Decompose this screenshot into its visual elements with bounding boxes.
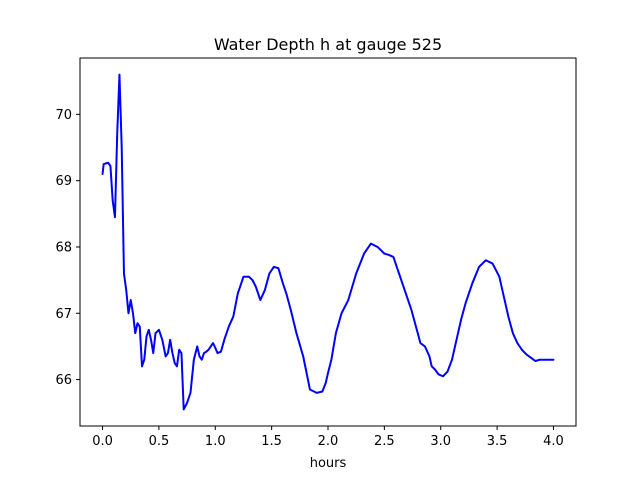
x-tick-label: 4.0 [543,434,564,449]
series-line-0 [101,73,555,411]
y-tick-label: 66 [55,373,72,388]
x-tick-label: 1.0 [205,434,226,449]
x-tick-label: 0.0 [92,434,113,449]
y-tick-label: 70 [55,108,72,123]
y-tick-label: 67 [55,307,72,322]
x-axis-label: hours [310,456,347,471]
y-tick-label: 69 [55,174,72,189]
x-tick-label: 1.5 [261,434,282,449]
chart-title: Water Depth h at gauge 525 [214,35,442,54]
y-tick-label: 68 [55,240,72,255]
x-tick-label: 0.5 [149,434,170,449]
x-tick-label: 3.5 [487,434,508,449]
x-tick-label: 2.0 [318,434,339,449]
plot-area: 0.0 0.5 1.0 1.5 2.0 2.5 3.0 3.5 4.0 66 67 68 69 70 [55,57,577,449]
x-tick-label: 3.0 [430,434,451,449]
x-tick-label: 2.5 [374,434,395,449]
